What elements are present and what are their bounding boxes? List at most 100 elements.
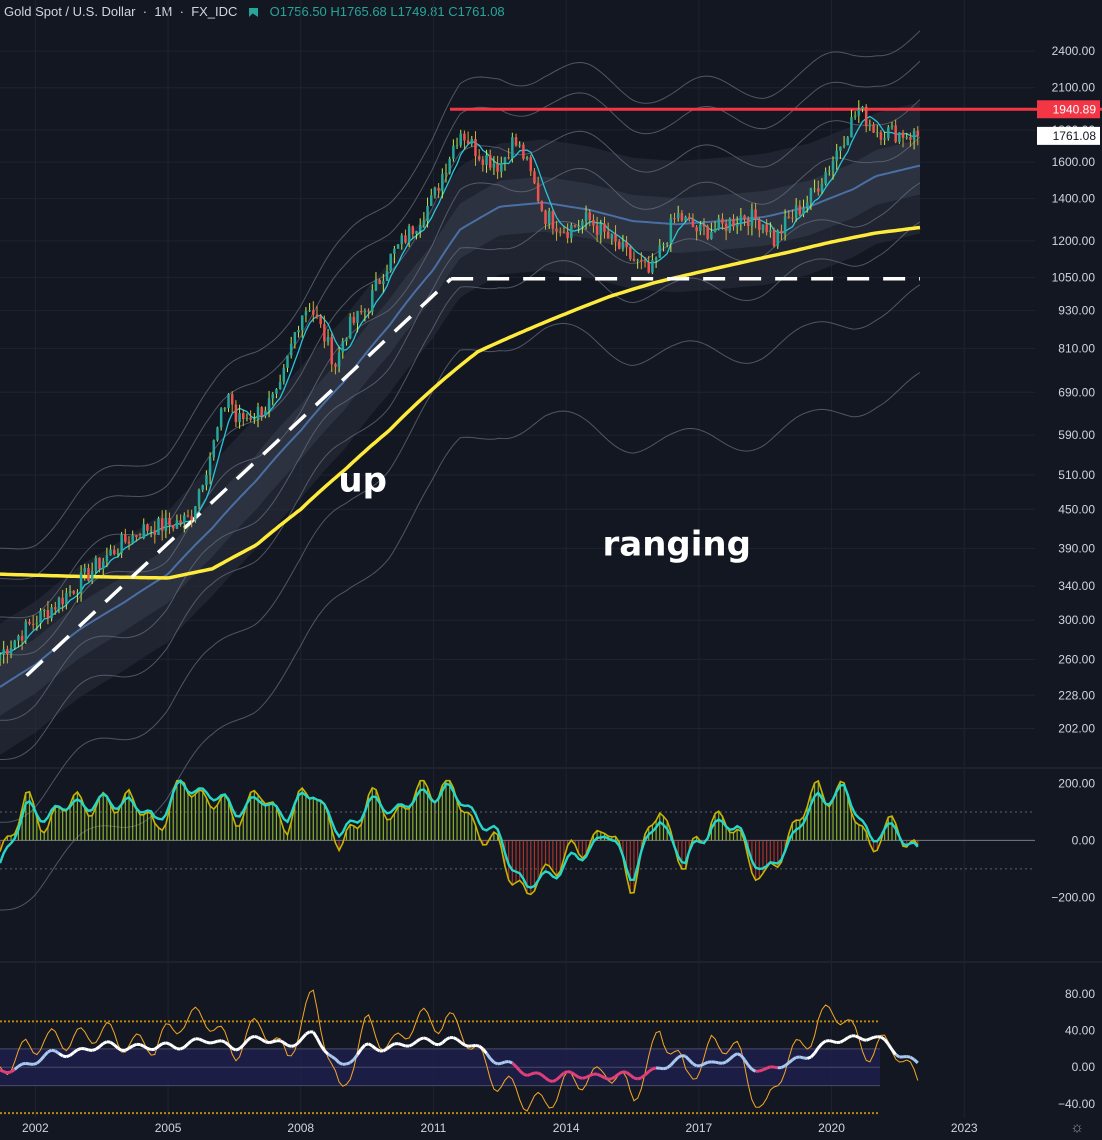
momentum-segment: [526, 1072, 532, 1077]
candle: [50, 604, 53, 622]
candle: [249, 410, 252, 423]
y-tick-label: 810.00: [1058, 341, 1095, 355]
momentum-segment: [0, 1068, 5, 1073]
momentum-segment: [787, 1058, 794, 1064]
candle: [805, 195, 809, 213]
candle: [547, 207, 551, 229]
candle: [772, 227, 776, 248]
candle: [297, 325, 300, 338]
candle-body: [864, 106, 868, 127]
candle: [363, 308, 367, 322]
momentum-segment: [62, 1054, 67, 1059]
momentum-segment: [493, 1060, 499, 1066]
candle: [765, 218, 768, 236]
candle-body: [676, 212, 680, 219]
candle: [846, 136, 850, 146]
candle-body: [175, 520, 179, 529]
momentum-segment: [582, 1075, 587, 1080]
candle: [138, 532, 142, 539]
momentum-segment: [622, 1070, 627, 1074]
candle: [205, 470, 208, 491]
candle-body: [632, 258, 636, 261]
candle-body: [227, 394, 230, 409]
candle: [529, 154, 533, 177]
momentum-segment: [481, 1047, 488, 1055]
momentum-segment: [386, 1044, 392, 1051]
momentum-segment: [51, 1048, 56, 1053]
momentum-segment: [375, 1047, 381, 1053]
momentum-segment: [397, 1042, 403, 1047]
candle-body: [216, 427, 219, 441]
band-mid-line: [0, 164, 921, 688]
candle-body: [444, 172, 448, 174]
candle-body: [120, 534, 123, 553]
momentum-segment: [94, 1045, 101, 1051]
bands-layer: [0, 30, 921, 911]
momentum-segment: [312, 1031, 319, 1039]
candle: [76, 589, 79, 603]
osc-tick-label: 200.00: [1058, 777, 1095, 791]
candle: [31, 615, 35, 630]
momentum-segment: [345, 1061, 351, 1066]
momentum-segment: [330, 1055, 337, 1061]
momentum-segment: [319, 1044, 326, 1052]
candle: [474, 131, 477, 166]
candle-body: [282, 367, 286, 382]
candle-body: [116, 552, 120, 554]
candle-body: [426, 205, 429, 222]
momentum-segment: [35, 1059, 42, 1065]
candle: [769, 222, 772, 238]
fast-ma-line: [0, 115, 918, 655]
candle: [83, 563, 87, 581]
candle-body: [769, 230, 772, 233]
momentum-segment: [47, 1048, 53, 1054]
candle-body: [437, 187, 440, 191]
candle-body: [374, 279, 378, 291]
candle: [201, 484, 204, 493]
candle: [636, 258, 639, 269]
candle-body: [802, 207, 805, 215]
price-label: 1761.08: [1053, 129, 1097, 143]
time-axis[interactable]: 2002 2005 2008 2011 2014 2017 2020 2023: [22, 1121, 978, 1135]
trend-line: [25, 277, 453, 677]
candle-body: [713, 229, 717, 232]
candle: [651, 253, 654, 275]
candle-body: [253, 418, 256, 420]
candle-body: [691, 218, 695, 228]
momentum-segment: [758, 1068, 764, 1073]
momentum-segment: [245, 1036, 252, 1042]
envelope-line: [0, 30, 921, 550]
candle: [20, 630, 24, 651]
candle: [466, 131, 470, 144]
momentum-segment: [909, 1055, 915, 1061]
candle: [477, 149, 481, 162]
momentum-segment: [736, 1052, 742, 1057]
candle-body: [643, 261, 647, 263]
candle-body: [219, 408, 223, 428]
candle: [488, 149, 492, 171]
candle: [463, 130, 466, 150]
candle: [872, 122, 875, 134]
momentum-segment: [69, 1051, 75, 1057]
candle-body: [455, 145, 459, 147]
momentum-segment: [235, 1047, 241, 1052]
symbol-name[interactable]: Gold Spot / U.S. Dollar: [4, 4, 136, 19]
price-axis[interactable]: 2400.002100.001800.001600.001400.001200.…: [1037, 44, 1100, 735]
settings-gear-icon[interactable]: ☼: [1070, 1119, 1084, 1136]
candle: [264, 406, 267, 419]
momentum-segment: [209, 1040, 215, 1045]
band-fill-outer: [0, 102, 920, 756]
momentum-segment: [552, 1078, 558, 1083]
candle-body: [688, 216, 691, 219]
candle-body: [857, 109, 861, 116]
candle: [710, 222, 713, 240]
candle: [625, 236, 628, 256]
momentum-segment: [220, 1039, 226, 1044]
candle-body: [466, 140, 470, 144]
candle-body: [415, 231, 418, 234]
candle-body: [35, 623, 39, 625]
momentum-segment: [692, 1062, 698, 1068]
candle: [824, 167, 827, 186]
candle-body: [312, 310, 315, 315]
